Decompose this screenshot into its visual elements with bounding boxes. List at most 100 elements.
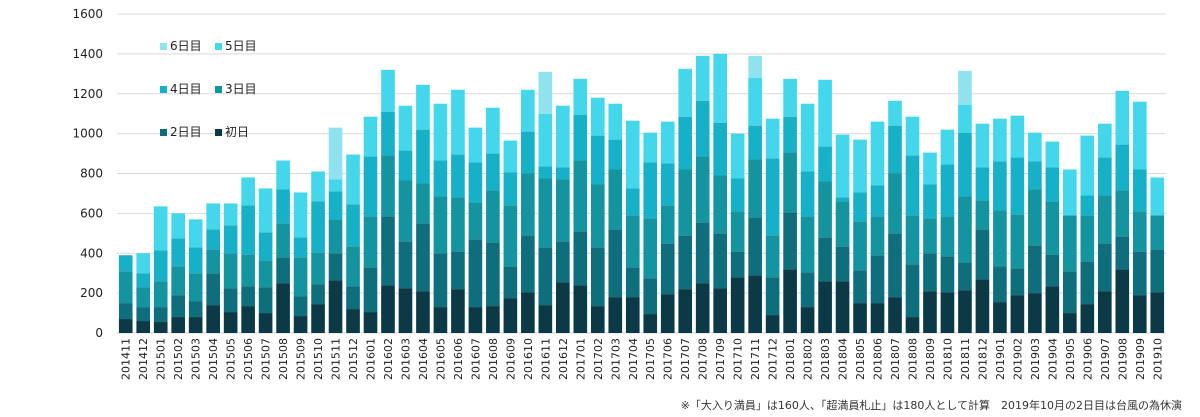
bar-segment [451, 154, 465, 198]
bar-segment [748, 159, 762, 218]
bar-segment [153, 250, 168, 282]
legend: 6日目 5日目 4日目 3日目 2日目 初日 [160, 39, 257, 139]
bar-segment [573, 285, 588, 333]
x-tick-label: 201610 [522, 338, 535, 380]
x-tick-label: 201505 [225, 338, 238, 380]
bar-segment [1115, 90, 1130, 145]
bar-segment [171, 266, 186, 296]
x-tick-label: 201803 [819, 338, 832, 380]
bar-segment [695, 156, 710, 223]
legend-swatch [160, 43, 167, 50]
bar-segment [363, 267, 378, 313]
bar-segment [328, 127, 343, 180]
bar-segment [783, 269, 797, 333]
bar-segment [573, 78, 588, 115]
bar-segment [1010, 295, 1025, 333]
bar-segment [1080, 304, 1095, 333]
x-tick-label: 201705 [644, 338, 657, 380]
bar-segment [381, 155, 395, 217]
bar-segment [136, 253, 151, 274]
bar-segment [678, 235, 693, 290]
bar-segment [538, 178, 553, 248]
y-tick-label: 1000 [72, 127, 103, 141]
bar-segment [538, 71, 553, 114]
bar-segment [573, 160, 588, 232]
x-tick-label: 201508 [277, 338, 290, 380]
bar-segment [923, 253, 937, 292]
bar-segment [590, 184, 605, 248]
bar-segment [713, 122, 727, 176]
bar-segment [993, 118, 1007, 162]
bar-segment [381, 69, 395, 112]
bar-segment [713, 53, 727, 123]
y-tick-label: 1200 [72, 87, 103, 101]
x-tick-label: 201611 [539, 338, 552, 380]
bar-segment [818, 146, 832, 182]
bar-segment [521, 292, 535, 333]
x-tick-label: 201604 [417, 338, 430, 380]
bar-segment [188, 317, 203, 333]
bar-segment [556, 241, 570, 283]
bar-segment [188, 247, 203, 274]
y-tick-label: 200 [80, 286, 103, 300]
bar-segment [503, 266, 518, 299]
bar-segment [486, 306, 500, 333]
bar-segment [223, 312, 238, 333]
bar-segment [398, 180, 413, 242]
bar-segment [153, 307, 168, 323]
bar-segment [136, 287, 151, 308]
gridlines [117, 13, 1166, 334]
bar-segment [590, 306, 605, 333]
x-tick-label: 201701 [574, 338, 587, 380]
bar-segment [625, 188, 640, 216]
bar-segment [765, 235, 780, 278]
bar-segment [853, 139, 867, 193]
bar-segment [503, 298, 518, 333]
bar-segment [835, 201, 850, 247]
bar-segment [293, 237, 308, 258]
bar-segment [748, 217, 762, 276]
bar-segment [206, 273, 220, 306]
x-tick-label: 201711 [749, 338, 762, 380]
legend-swatch [215, 129, 222, 136]
bar-segment [625, 267, 640, 298]
x-tick-label: 201810 [941, 338, 954, 380]
bar-segment [905, 264, 920, 318]
x-tick-label: 201708 [697, 338, 710, 380]
bar-segment [433, 103, 448, 161]
bar-segment [258, 260, 273, 288]
bar-segment [206, 229, 220, 250]
bar-segment [870, 185, 885, 217]
bar-segment [206, 305, 220, 333]
bar-segment [783, 78, 797, 117]
bar-segment [398, 105, 413, 151]
bar-segment [311, 252, 325, 285]
bar-segment [468, 127, 483, 163]
x-tick-label: 201601 [365, 338, 378, 380]
bar-segment [398, 288, 413, 333]
bar-segment [695, 55, 710, 101]
bar-segment [888, 233, 902, 298]
x-tick-label: 201504 [207, 338, 220, 380]
y-tick-label: 800 [80, 167, 103, 181]
bar-segment [328, 219, 343, 254]
bar-segment [223, 253, 238, 289]
x-tick-label: 201411 [120, 338, 133, 380]
bar-segment [451, 289, 465, 333]
bar-segment [958, 104, 972, 133]
bar-segment [311, 201, 325, 253]
x-tick-label: 201801 [784, 338, 797, 380]
x-tick-label: 201502 [172, 338, 185, 380]
bar-segment [800, 171, 815, 217]
bar-segment [993, 161, 1007, 211]
bar-segment [363, 312, 378, 333]
bar-segment [486, 153, 500, 191]
bar-segment [328, 179, 343, 192]
bar-segment [188, 273, 203, 302]
bar-segment [503, 172, 518, 206]
bar-segment [835, 281, 850, 333]
bar-segment [118, 255, 133, 272]
bar-segment [451, 89, 465, 155]
x-tick-label: 201609 [504, 338, 517, 380]
x-axis: 201411 201412 201501 201502 201503 201504 2015… [120, 338, 1165, 380]
